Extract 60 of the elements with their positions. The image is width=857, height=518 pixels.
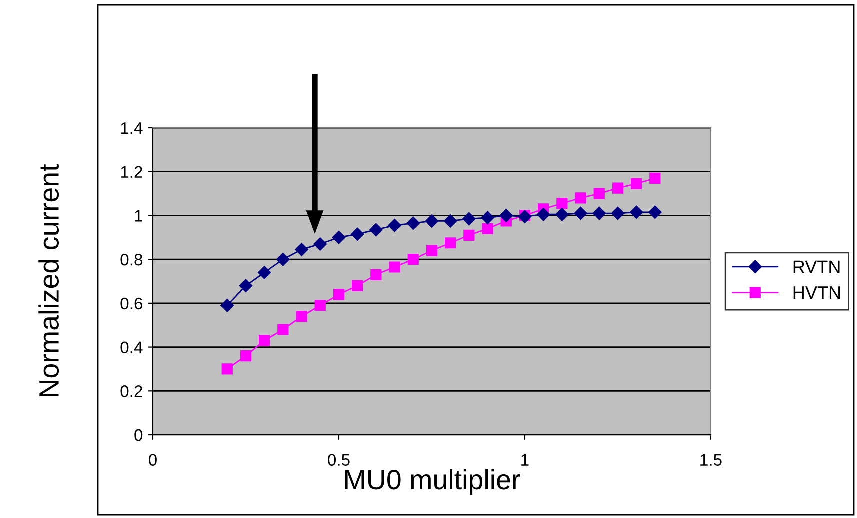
x-axis-title: MU0 multiplier <box>346 469 520 496</box>
point <box>370 223 383 237</box>
point <box>276 252 290 266</box>
point <box>500 209 513 222</box>
x-tick-label: 0 <box>148 454 157 466</box>
point <box>536 208 550 222</box>
point <box>426 245 438 256</box>
y-tick-label: 1.4 <box>121 122 143 134</box>
point <box>259 335 270 346</box>
point <box>350 228 364 241</box>
point <box>556 198 568 210</box>
y-tick-label: 1 <box>135 210 142 222</box>
point <box>370 269 382 280</box>
point <box>462 212 476 226</box>
point <box>406 216 420 230</box>
point <box>574 206 588 220</box>
y-tick-label: 0.6 <box>120 298 143 310</box>
point <box>352 280 364 292</box>
point <box>314 238 327 251</box>
point <box>332 231 346 244</box>
point <box>556 208 569 222</box>
point <box>296 311 308 322</box>
point <box>575 192 586 204</box>
point <box>650 172 661 184</box>
legend-label: RVTN <box>794 260 840 274</box>
point <box>594 188 605 200</box>
point <box>220 299 234 312</box>
x-tick-label: 0.5 <box>328 454 350 466</box>
point <box>240 350 252 362</box>
y-tick-label: 0.2 <box>120 386 142 398</box>
point <box>295 243 308 256</box>
point <box>630 206 644 220</box>
point <box>445 238 456 249</box>
y-tick-label: 0.4 <box>120 342 143 354</box>
point <box>648 206 662 220</box>
y-tick-label: 0 <box>134 429 143 442</box>
point <box>388 219 402 232</box>
point <box>333 289 345 300</box>
point <box>389 262 400 273</box>
point <box>258 266 272 280</box>
point <box>612 182 624 194</box>
point <box>481 211 494 224</box>
x-tick-label: 1 <box>522 454 529 466</box>
point <box>631 178 642 190</box>
x-tick-label: 1.5 <box>700 454 722 466</box>
point <box>278 324 289 336</box>
point <box>239 279 253 292</box>
point <box>222 364 233 375</box>
point <box>444 214 458 228</box>
point <box>464 230 475 242</box>
point <box>611 206 625 220</box>
point <box>482 223 494 234</box>
point <box>314 300 326 312</box>
y-tick-label: 1.2 <box>121 166 142 178</box>
y-axis-title: Normalized current <box>38 164 60 397</box>
point <box>408 254 419 266</box>
point <box>425 214 439 228</box>
point <box>592 206 606 220</box>
legend-label: HVTN <box>794 286 840 300</box>
y-tick-label: 0.8 <box>120 254 143 266</box>
